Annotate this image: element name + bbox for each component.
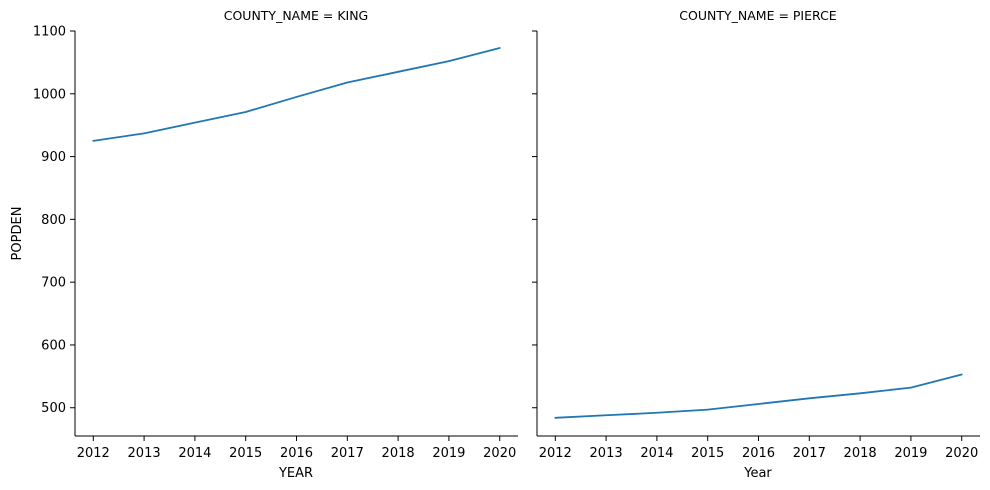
king-x-tick-label: 2020 bbox=[483, 446, 516, 461]
king-y-tick-label: 700 bbox=[41, 276, 66, 291]
king-series-line bbox=[92, 47, 501, 142]
king-x-tick-label: 2013 bbox=[128, 446, 161, 461]
king-y-tick-label: 500 bbox=[41, 401, 66, 416]
pierce-x-tick-label: 2018 bbox=[844, 446, 877, 461]
pierce-x-tick-label: 2012 bbox=[539, 446, 572, 461]
pierce-x-tick-label: 2020 bbox=[945, 446, 978, 461]
king-y-tick-label: 800 bbox=[41, 213, 66, 228]
pierce-x-tick-label: 2019 bbox=[894, 446, 927, 461]
king-x-tick-label: 2015 bbox=[229, 446, 262, 461]
king-panel-title: COUNTY_NAME = KING bbox=[224, 8, 369, 23]
pierce-x-tick-label: 2013 bbox=[590, 446, 623, 461]
pierce-x-axis-label: Year bbox=[743, 466, 772, 481]
king-x-tick-label: 2012 bbox=[77, 446, 110, 461]
king-y-tick-label: 600 bbox=[41, 338, 66, 353]
king-x-tick-label: 2014 bbox=[178, 446, 211, 461]
pierce-x-tick-label: 2015 bbox=[691, 446, 724, 461]
pierce-x-tick-label: 2017 bbox=[793, 446, 826, 461]
king-y-tick-label: 1100 bbox=[33, 25, 66, 40]
pierce-series-line bbox=[554, 373, 963, 419]
pierce-x-tick-label: 2016 bbox=[742, 446, 775, 461]
king-x-axis-label: YEAR bbox=[278, 466, 313, 481]
pierce-panel-title: COUNTY_NAME = PIERCE bbox=[679, 8, 837, 23]
king-x-tick-label: 2018 bbox=[382, 446, 415, 461]
king-x-tick-label: 2017 bbox=[331, 446, 364, 461]
pierce-x-tick-label: 2014 bbox=[640, 446, 673, 461]
king-y-tick-label: 1000 bbox=[33, 87, 66, 102]
king-x-tick-label: 2016 bbox=[280, 446, 313, 461]
king-y-axis-label: POPDEN bbox=[10, 207, 25, 261]
king-x-tick-label: 2019 bbox=[432, 446, 465, 461]
king-y-tick-label: 900 bbox=[41, 150, 66, 165]
